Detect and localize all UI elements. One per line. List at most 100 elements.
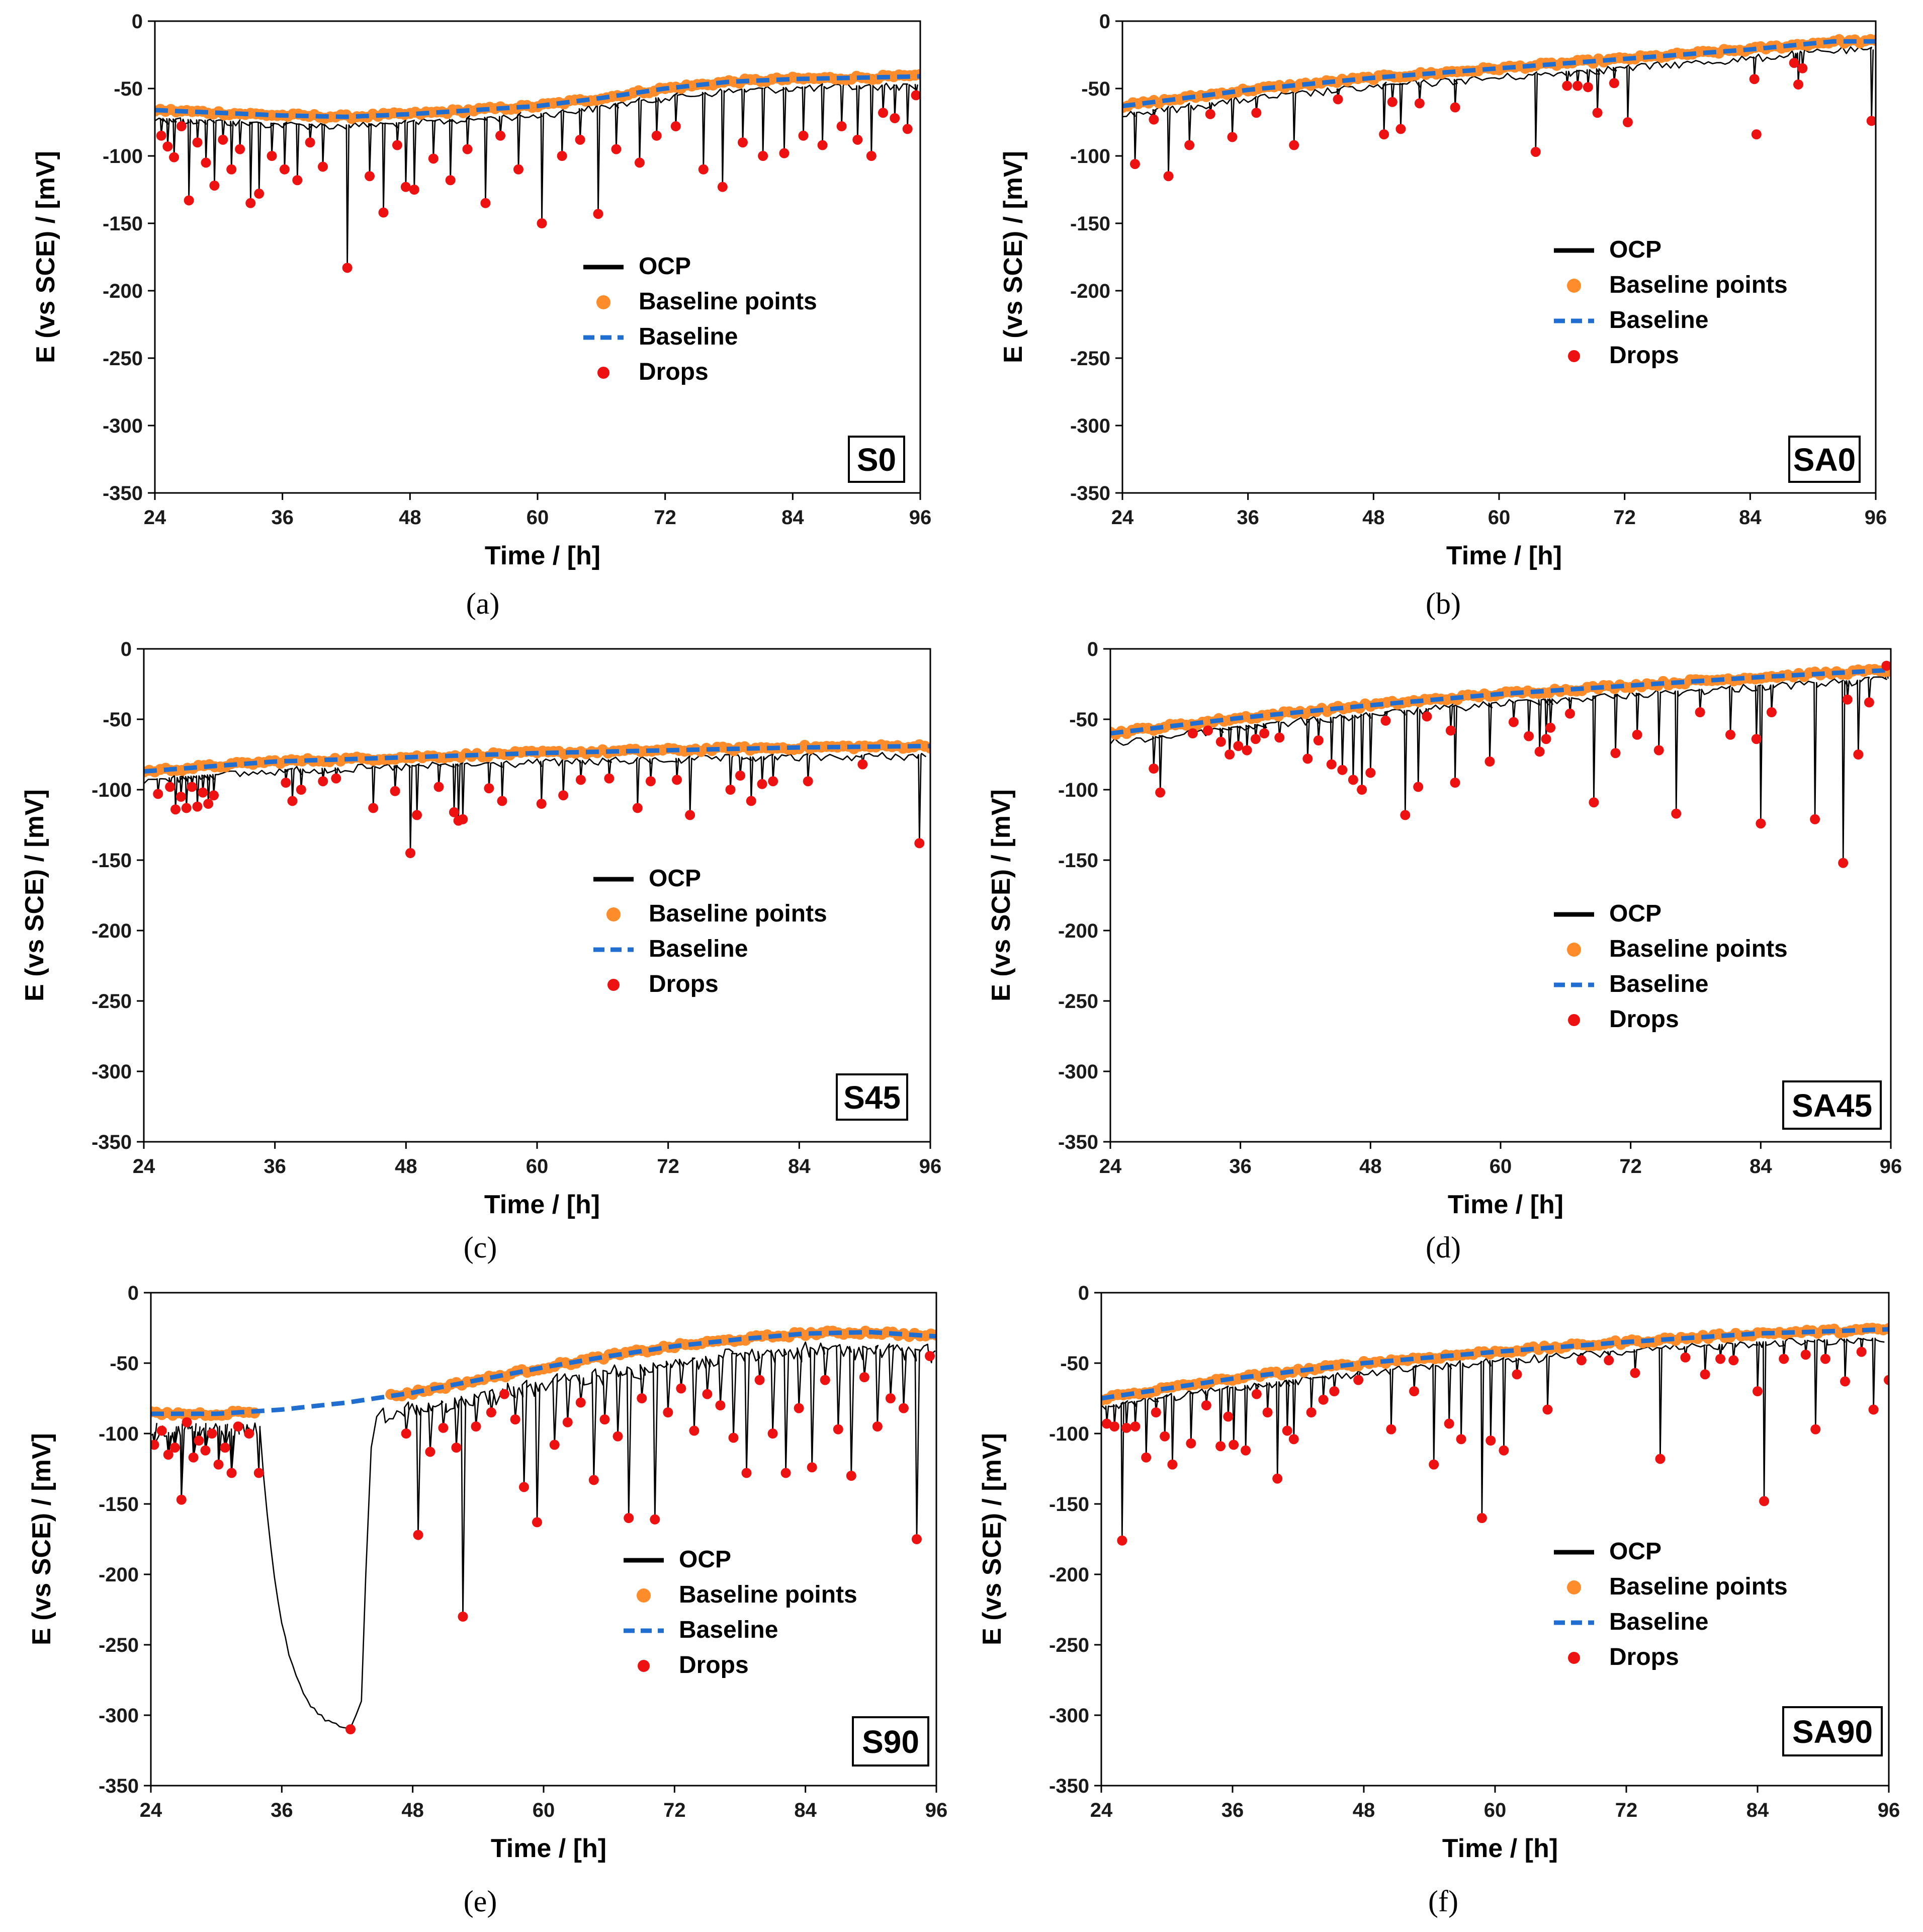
drop-point <box>510 1414 520 1424</box>
sample-badge-box <box>848 436 905 483</box>
plot-area-b <box>1122 34 1876 182</box>
sample-badge-box <box>852 1716 929 1767</box>
drop-point <box>604 773 615 784</box>
x-tick-label: 84 <box>1750 1155 1772 1178</box>
drop-point <box>758 151 768 161</box>
drop-point <box>1810 814 1820 824</box>
drop-point <box>754 1375 765 1385</box>
drop-point <box>1842 694 1853 705</box>
drop-point <box>499 1389 509 1399</box>
y-tick-label: -350 <box>92 1131 132 1153</box>
drop-point <box>676 1383 686 1394</box>
drop-point <box>1766 707 1777 717</box>
drop-point <box>1695 707 1705 717</box>
drop-point <box>741 1468 752 1478</box>
drop-point <box>317 161 328 172</box>
drop-point <box>1583 82 1593 93</box>
drop-point <box>833 1424 843 1435</box>
drop-point <box>637 1393 647 1403</box>
legend-entry-label: Drops <box>1609 1006 1679 1033</box>
drop-point <box>169 152 180 162</box>
drop-point <box>1759 1496 1770 1506</box>
x-tick-label: 96 <box>909 507 932 529</box>
x-axis-title: Time / [h] <box>484 1190 600 1219</box>
drop-point <box>1840 1376 1850 1387</box>
drop-point <box>1262 1407 1273 1417</box>
x-axis-title: Time / [h] <box>1442 1834 1558 1863</box>
y-axis-title: E (vs SCE) / [mV] <box>20 789 49 1001</box>
x-tick-label: 96 <box>919 1155 942 1178</box>
drop-point <box>1203 725 1213 736</box>
drop-point <box>562 1417 573 1427</box>
legend-entry-label: OCP <box>649 865 701 892</box>
drop-point <box>162 141 173 152</box>
x-tick-label: 36 <box>1229 1155 1252 1178</box>
drop-point <box>902 124 913 134</box>
sample-badge-label: S0 <box>857 442 896 478</box>
drop-point <box>207 1429 217 1439</box>
drop-point <box>1155 787 1166 798</box>
plot-area-a <box>155 69 920 273</box>
x-tick-label: 60 <box>526 1155 549 1178</box>
drop-point <box>1380 715 1391 726</box>
baseline-line <box>1122 39 1876 109</box>
drop-point <box>209 180 220 191</box>
drop-point <box>1274 732 1285 743</box>
x-tick-label: 24 <box>1111 507 1134 529</box>
drop-point <box>1700 1369 1710 1380</box>
drop-point <box>245 198 256 208</box>
drop-point <box>226 1468 237 1478</box>
drop-point <box>188 1452 199 1463</box>
drop-point <box>233 1421 243 1432</box>
x-tick-label: 84 <box>1746 1799 1769 1821</box>
x-tick-label: 72 <box>1613 507 1636 529</box>
drop-point <box>1223 1411 1234 1422</box>
sample-badge-label: SA0 <box>1793 442 1856 478</box>
drop-point <box>872 1421 883 1432</box>
x-tick-label: 96 <box>1880 1155 1902 1178</box>
drop-point <box>924 1351 935 1361</box>
y-tick-label: -150 <box>103 213 143 235</box>
drop-point <box>412 810 422 820</box>
drop-point <box>588 1475 599 1485</box>
y-tick-label: -250 <box>1058 990 1098 1013</box>
drop-point <box>400 182 411 192</box>
legend: OCP Baseline points Baseline Drops <box>1554 1538 1788 1670</box>
drop-point <box>1379 129 1389 140</box>
drop-point <box>1445 725 1456 736</box>
x-tick-label: 24 <box>133 1155 155 1178</box>
drop-point <box>715 1400 726 1410</box>
drop-point <box>1572 80 1583 91</box>
drop-point <box>1484 757 1495 767</box>
y-tick-label: -50 <box>1069 709 1098 731</box>
drop-point <box>1282 1425 1292 1436</box>
drop-point <box>728 1433 739 1443</box>
drop-point <box>1409 1386 1420 1396</box>
drop-point <box>1186 1438 1196 1449</box>
drop-point <box>1250 734 1261 744</box>
drop-point <box>757 779 767 789</box>
y-tick-label: -150 <box>92 850 132 872</box>
drop-point <box>480 198 491 208</box>
y-tick-label: -50 <box>114 78 143 100</box>
drop-point <box>1225 749 1235 760</box>
plot-area-f <box>1101 1322 1889 1546</box>
panel-caption: (f) <box>1428 1885 1458 1918</box>
drop-point <box>458 814 468 824</box>
y-tick-label: -350 <box>99 1775 139 1797</box>
drop-point <box>820 1375 830 1385</box>
drop-point <box>445 175 456 186</box>
x-tick-label: 48 <box>1362 507 1385 529</box>
legend-drops-swatch <box>607 979 620 991</box>
drop-point <box>451 1443 462 1453</box>
x-tick-label: 60 <box>1490 1155 1512 1178</box>
drop-point <box>292 175 303 186</box>
y-tick-label: -100 <box>99 1423 139 1445</box>
drop-point <box>1728 1355 1739 1366</box>
drop-point <box>1564 708 1575 719</box>
sample-badge-box <box>1782 1080 1882 1130</box>
drop-point <box>1242 745 1252 755</box>
drop-point <box>898 1403 909 1413</box>
drop-point <box>663 1407 673 1417</box>
drop-point <box>549 1440 560 1450</box>
